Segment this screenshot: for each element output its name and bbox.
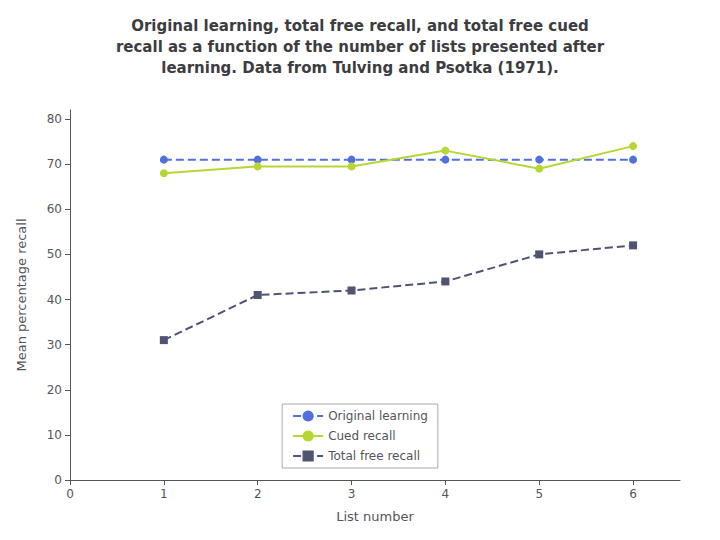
svg-text:List number: List number bbox=[336, 509, 414, 524]
svg-text:20: 20 bbox=[47, 383, 62, 397]
svg-text:4: 4 bbox=[442, 487, 450, 501]
svg-text:Cued recall: Cued recall bbox=[328, 429, 395, 443]
svg-text:Total free recall: Total free recall bbox=[327, 449, 420, 463]
svg-text:Original learning, total free: Original learning, total free recall, an… bbox=[131, 17, 589, 35]
svg-text:40: 40 bbox=[47, 293, 62, 307]
svg-text:1: 1 bbox=[160, 487, 168, 501]
svg-text:30: 30 bbox=[47, 338, 62, 352]
svg-text:0: 0 bbox=[66, 487, 74, 501]
svg-text:60: 60 bbox=[47, 202, 62, 216]
svg-text:3: 3 bbox=[348, 487, 356, 501]
svg-text:70: 70 bbox=[47, 157, 62, 171]
svg-text:6: 6 bbox=[629, 487, 637, 501]
svg-text:5: 5 bbox=[535, 487, 543, 501]
svg-text:10: 10 bbox=[47, 428, 62, 442]
svg-text:2: 2 bbox=[254, 487, 262, 501]
svg-text:Original learning: Original learning bbox=[328, 409, 428, 423]
svg-text:0: 0 bbox=[54, 473, 62, 487]
svg-text:Mean percentage recall: Mean percentage recall bbox=[14, 218, 29, 371]
svg-text:recall as a function of the nu: recall as a function of the number of li… bbox=[116, 38, 605, 56]
svg-text:80: 80 bbox=[47, 112, 62, 126]
svg-text:50: 50 bbox=[47, 247, 62, 261]
svg-text:learning. Data from Tulving an: learning. Data from Tulving and Psotka (… bbox=[161, 59, 559, 77]
